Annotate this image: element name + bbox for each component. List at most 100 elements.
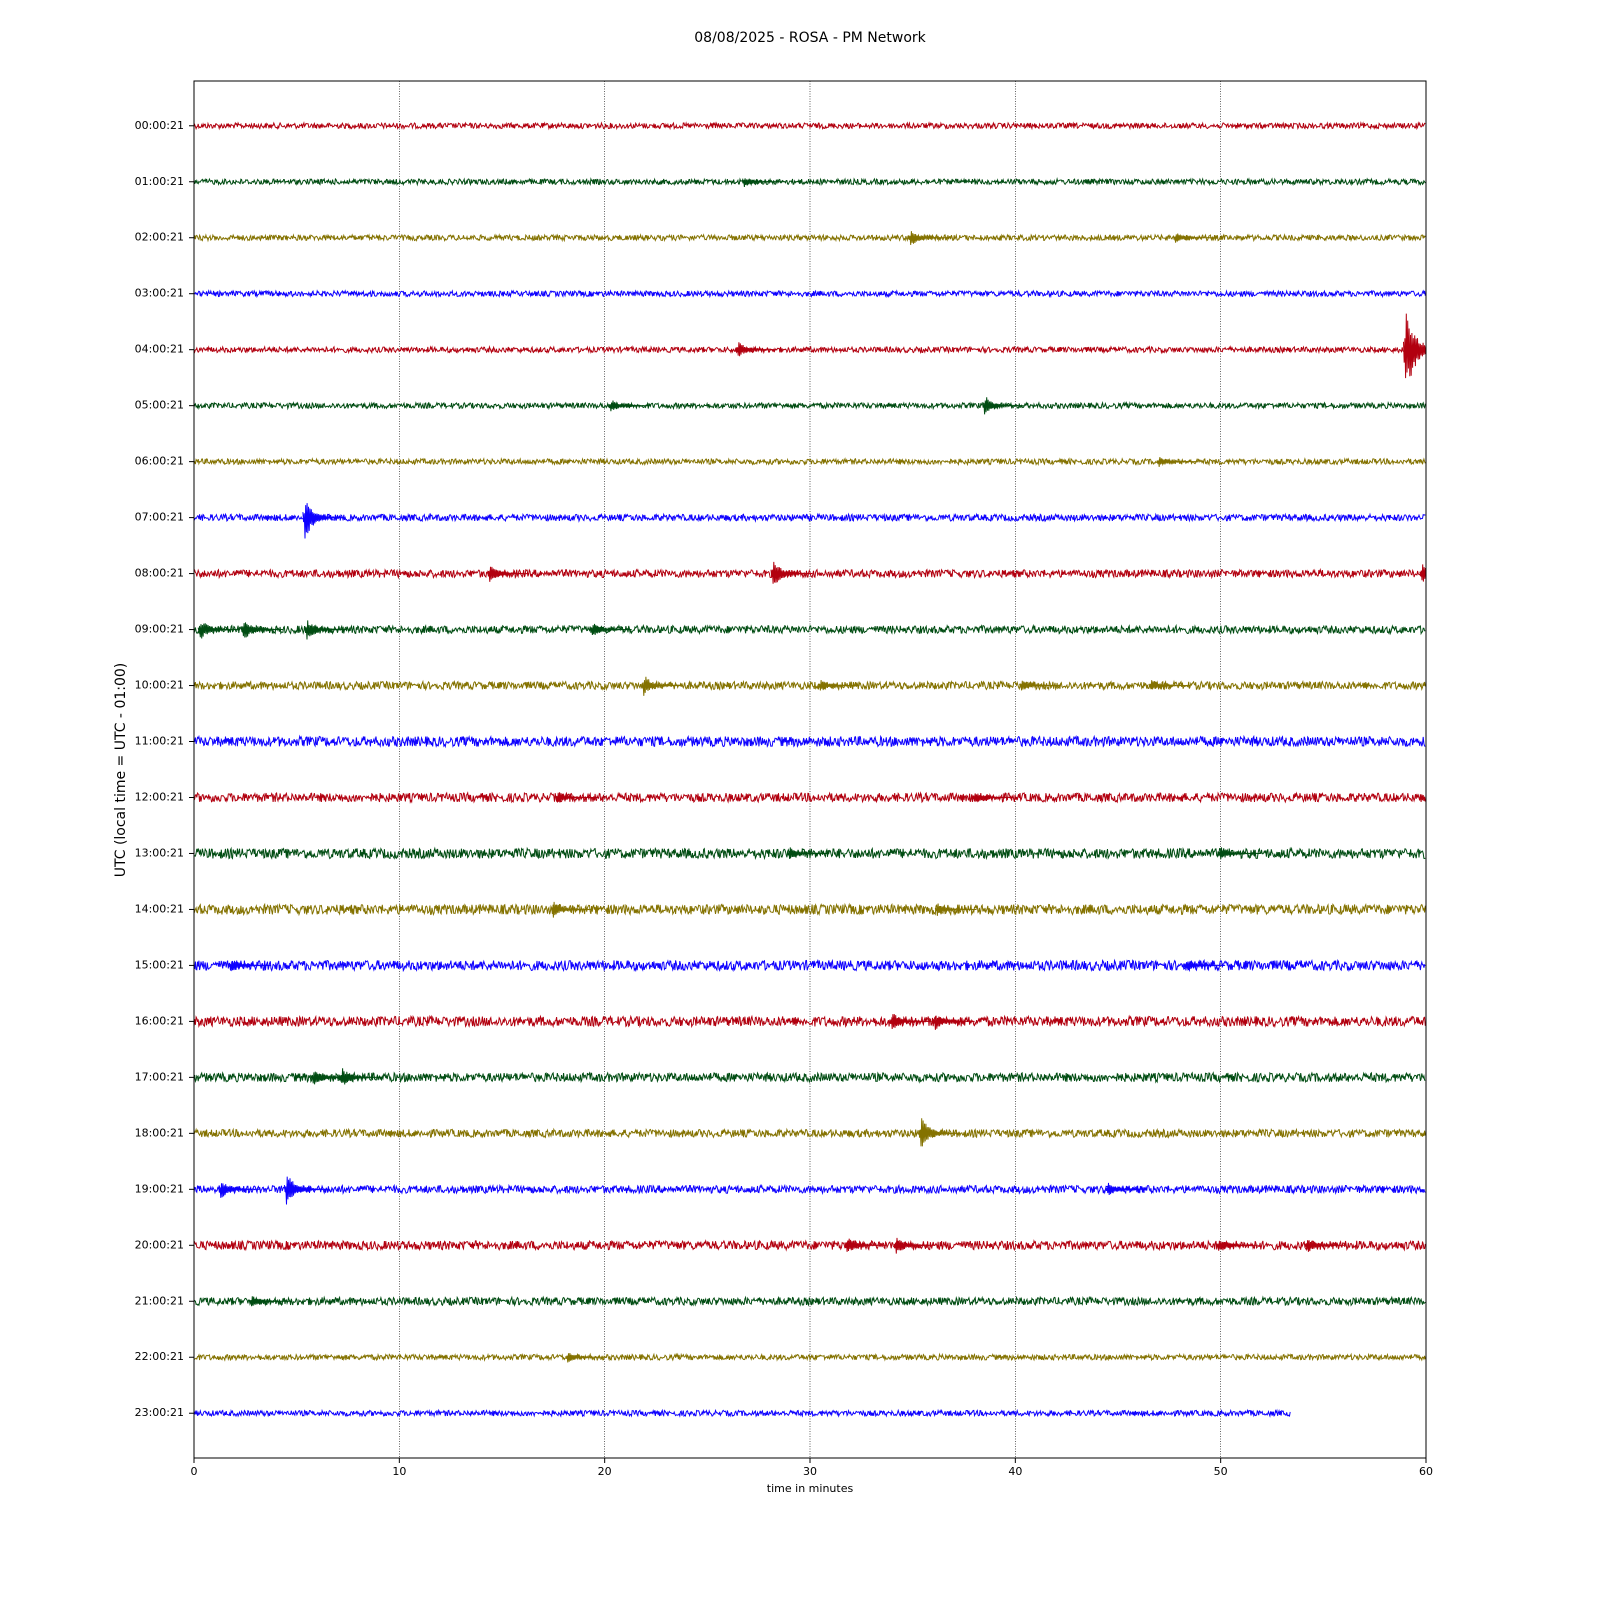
seismic-event (844, 1238, 887, 1252)
seismic-event (982, 397, 1024, 415)
y-tick-label: 07:00:21 (135, 511, 184, 524)
seismic-trace (193, 1183, 1426, 1196)
seismic-event (971, 793, 1014, 802)
seismic-event (918, 1118, 961, 1147)
seismic-event (1218, 847, 1261, 860)
seismic-event (908, 231, 951, 245)
seismic-event (735, 342, 778, 357)
y-tick-label: 15:00:21 (135, 958, 184, 971)
seismic-trace (193, 1014, 1426, 1029)
seismic-trace (193, 679, 1426, 692)
seismic-event (741, 178, 784, 187)
seismic-trace (193, 457, 1426, 467)
y-tick-label: 10:00:21 (135, 679, 184, 692)
seismic-trace (193, 791, 1426, 804)
x-tick-label: 60 (1419, 1465, 1433, 1478)
seismic-event (302, 503, 346, 539)
seismic-trace (193, 902, 1426, 917)
x-tick-label: 10 (392, 1465, 406, 1478)
seismic-trace (193, 1295, 1426, 1307)
y-tick-label: 00:00:21 (135, 119, 184, 132)
seismic-event (932, 1015, 975, 1030)
seismic-event (240, 622, 284, 638)
seismic-trace (193, 958, 1426, 973)
seismic-event (550, 901, 593, 918)
seismic-trace (193, 512, 1426, 523)
seismic-event (1216, 1240, 1259, 1251)
seismic-event (1019, 680, 1061, 691)
x-tick-label: 20 (598, 1465, 612, 1478)
seismic-event (304, 620, 348, 640)
seismic-trace (193, 846, 1426, 861)
seismic-trace (193, 1352, 1426, 1362)
x-tick-label: 30 (803, 1465, 817, 1478)
seismic-event (770, 561, 813, 584)
y-tick-label: 05:00:21 (135, 399, 184, 412)
x-tick-label: 50 (1214, 1465, 1228, 1478)
y-tick-label: 04:00:21 (135, 343, 184, 356)
y-tick-label: 14:00:21 (135, 902, 184, 915)
seismic-event (1403, 313, 1427, 379)
seismic-event (1156, 456, 1199, 467)
seismic-event (787, 847, 829, 859)
seismic-event (228, 961, 272, 972)
seismic-trace (193, 1408, 1291, 1418)
seismic-event (1304, 1240, 1347, 1252)
y-tick-label: 20:00:21 (135, 1238, 184, 1251)
seismic-event (249, 1296, 292, 1307)
seismic-trace (193, 1071, 1426, 1084)
seismic-trace (193, 623, 1426, 636)
seismic-trace (193, 121, 1426, 131)
seismic-trace (193, 734, 1426, 749)
seismic-event (1173, 233, 1215, 243)
plot-area (193, 81, 1427, 1458)
y-tick-label: 06:00:21 (135, 455, 184, 468)
seismic-trace (193, 567, 1426, 580)
seismic-trace (193, 177, 1426, 187)
seismic-event (641, 676, 684, 696)
y-tick-label: 23:00:21 (135, 1406, 184, 1419)
seismic-event (197, 623, 241, 639)
seismic-trace (193, 1127, 1426, 1139)
y-tick-label: 18:00:21 (135, 1126, 184, 1139)
seismic-event (565, 1353, 608, 1363)
seismic-event (283, 1176, 327, 1205)
y-tick-label: 17:00:21 (135, 1070, 184, 1083)
seismic-event (1183, 961, 1226, 971)
seismic-event (218, 1183, 261, 1198)
seismic-event (934, 903, 977, 916)
seismic-trace (193, 344, 1426, 355)
seismic-event (589, 623, 632, 636)
seismic-event (1105, 1182, 1148, 1196)
y-tick-label: 16:00:21 (135, 1014, 184, 1027)
seismic-event (339, 1068, 382, 1085)
seismic-event (893, 1237, 936, 1254)
y-tick-label: 09:00:21 (135, 623, 184, 636)
seismic-trace (193, 289, 1426, 299)
seismic-event (889, 1014, 932, 1030)
y-tick-label: 03:00:21 (135, 287, 184, 300)
y-tick-label: 13:00:21 (135, 846, 184, 859)
y-tick-label: 21:00:21 (135, 1294, 184, 1307)
seismic-trace (193, 400, 1426, 411)
seismic-trace (193, 233, 1426, 243)
y-tick-label: 08:00:21 (135, 567, 184, 580)
seismic-event (1148, 680, 1191, 690)
y-tick-label: 01:00:21 (135, 175, 184, 188)
y-tick-label: 11:00:21 (135, 735, 184, 748)
seismic-event (1419, 564, 1426, 582)
seismic-event (487, 566, 530, 582)
x-tick-label: 0 (191, 1465, 198, 1478)
seismic-event (608, 400, 651, 412)
x-tick-label: 40 (1008, 1465, 1022, 1478)
y-axis-label: UTC (local time = UTC - 01:00) (113, 663, 129, 878)
y-tick-label: 22:00:21 (135, 1350, 184, 1363)
chart-title: 08/08/2025 - ROSA - PM Network (694, 30, 926, 46)
x-axis-label: time in minutes (767, 1482, 854, 1495)
seismic-event (554, 792, 597, 803)
y-tick-label: 12:00:21 (135, 790, 184, 803)
seismic-event (817, 680, 860, 691)
y-tick-label: 19:00:21 (135, 1182, 184, 1195)
